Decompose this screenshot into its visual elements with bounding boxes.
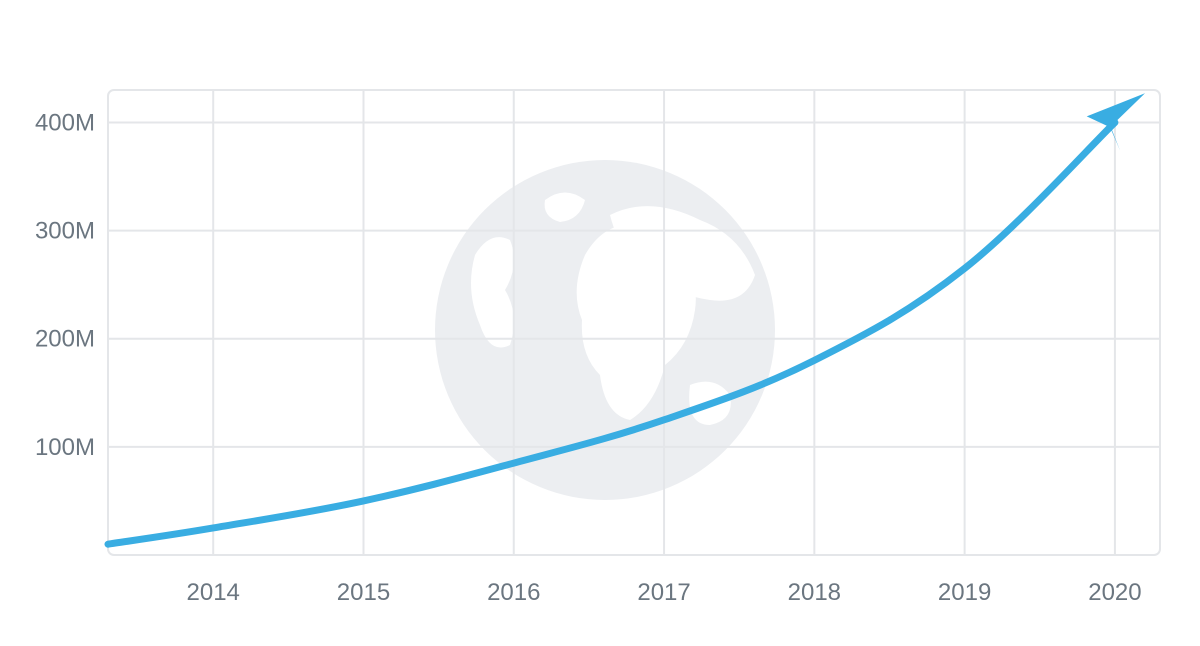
globe-watermark (435, 160, 775, 500)
y-axis-label: 200M (35, 326, 95, 353)
chart-svg: 100M200M300M400M 20142015201620172018201… (0, 0, 1200, 646)
x-axis-label: 2019 (938, 579, 991, 606)
x-axis-label: 2020 (1088, 579, 1141, 606)
y-axis-label: 100M (35, 434, 95, 461)
x-axis-label: 2016 (487, 579, 540, 606)
x-axis-label: 2017 (637, 579, 690, 606)
growth-chart: 100M200M300M400M 20142015201620172018201… (0, 0, 1200, 646)
x-axis-labels: 2014 2015 2016 2017 2018 2019 2020 (187, 579, 1142, 606)
x-axis-label: 2015 (337, 579, 390, 606)
x-axis-label: 2014 (187, 579, 240, 606)
y-axis-label: 300M (35, 218, 95, 245)
y-axis-label: 400M (35, 109, 95, 136)
x-axis-label: 2018 (788, 579, 841, 606)
y-axis-labels: 100M 200M 300M 400M (35, 109, 95, 460)
